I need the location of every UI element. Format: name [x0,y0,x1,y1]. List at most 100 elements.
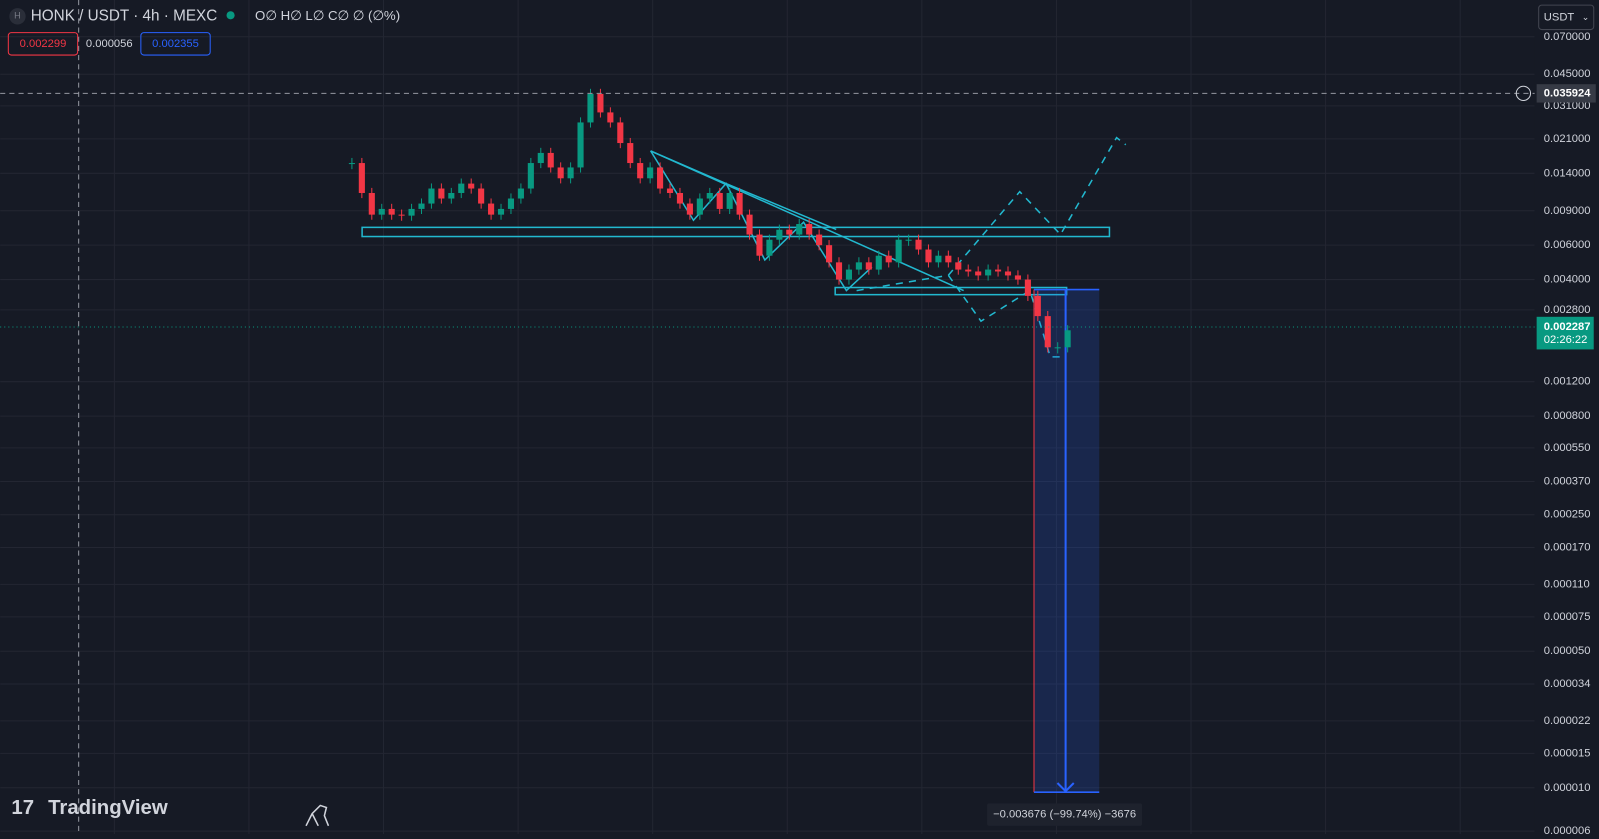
candle [1064,330,1071,348]
support-zone [361,226,1111,238]
candle [348,163,355,165]
candle [786,229,793,235]
candle [875,255,882,270]
currency-button[interactable] [1538,4,1595,31]
symbol-icon [9,8,26,25]
y-tick-label: 0.000370 [1544,475,1591,487]
candle [468,183,475,189]
candles [348,88,1071,354]
candle [716,192,723,209]
y-tick-label: 0.000034 [1544,678,1591,690]
y-tick-label: 0.021000 [1544,133,1591,145]
candle [895,239,902,263]
candle [567,167,574,179]
candle [408,208,415,216]
y-tick-label: 0.002800 [1544,304,1591,316]
candle [438,188,445,199]
crosshair-label: 0.035924 [1544,87,1591,99]
y-tick-label: 0.009000 [1544,205,1591,217]
candle [358,163,365,193]
axis-labels: 0.070000 0.045000 0.031000 0.021000 0.014000… [1544,31,1591,837]
candle [905,239,912,241]
y-tick-label: 0.000550 [1544,442,1591,454]
y-tick-label: 0.000250 [1544,509,1591,521]
candle [945,255,952,263]
y-tick-label: 0.031000 [1544,100,1591,112]
y-tick-label: 0.000110 [1544,578,1590,590]
candle [686,203,693,215]
candle [627,143,634,164]
candle [925,249,932,263]
measure-label-box [987,803,1143,826]
add-button[interactable] [1515,85,1532,102]
candle [607,112,614,123]
candle [885,255,892,263]
logo[interactable]: TradingView [48,797,168,819]
candle [955,262,962,270]
currency: USDT [1544,11,1575,23]
candle [527,163,534,189]
candle [855,262,862,270]
candle [507,198,515,209]
y-tick-label: 0.004000 [1544,274,1591,286]
candle [517,188,524,199]
candle [647,167,654,179]
candle [398,214,405,216]
candle [388,208,395,215]
candle [547,152,554,168]
pattern [649,150,873,292]
crosshair-label-box [1536,84,1596,103]
y-tick-label: 0.000022 [1544,715,1591,727]
price-label-box [1536,316,1594,350]
y-tick-label: 0.070000 [1544,31,1591,43]
icon[interactable] [305,804,330,827]
bid: 0.002299 [20,38,67,50]
measure-label: −0.003676 (−99.74%) −3676 [993,809,1136,821]
candle [845,269,853,280]
symbol[interactable]: HONK / USDT · 4h · MEXC [31,7,218,24]
candle [597,93,604,113]
spread: 0.000056 [86,38,133,50]
candle [428,188,435,204]
candle [806,224,813,235]
arrow-head [1056,782,1075,793]
y-tick-label: 0.000010 [1544,782,1591,794]
y-tick-label: 0.000170 [1544,541,1591,553]
ask: 0.002355 [152,38,199,50]
candle [557,167,564,179]
buy-button[interactable] [140,32,211,56]
sell-button[interactable] [7,32,79,56]
y-tick-label: 0.000050 [1544,645,1591,657]
candle [1054,347,1061,349]
candle [478,188,485,204]
candle [378,208,385,215]
candle [676,192,684,204]
candle [796,224,803,235]
candle [537,152,544,164]
y-tick-label: 0.001200 [1544,376,1591,388]
candle [965,269,972,272]
projection[interactable] [947,274,1061,358]
candle [587,93,594,123]
candle [915,239,922,250]
candle [816,234,823,246]
candle [1024,279,1031,296]
candle [458,183,465,193]
candle [746,214,753,235]
candle [756,234,763,256]
candle [826,245,833,263]
candle [935,255,942,263]
candle [985,269,992,276]
candle [577,122,584,168]
ohlc: O∅ H∅ L∅ C∅ ∅ (∅%) [255,8,400,23]
y-tick-label: 0.000075 [1544,611,1591,623]
projection[interactable] [856,136,1127,292]
candle [766,239,773,256]
candle [776,229,783,240]
measure-tool[interactable]: −0.003676 (−99.74%) −3676 [987,288,1143,826]
price-axis [1534,0,1599,834]
y-tick-label: 0.014000 [1544,167,1591,179]
candle [726,192,733,209]
